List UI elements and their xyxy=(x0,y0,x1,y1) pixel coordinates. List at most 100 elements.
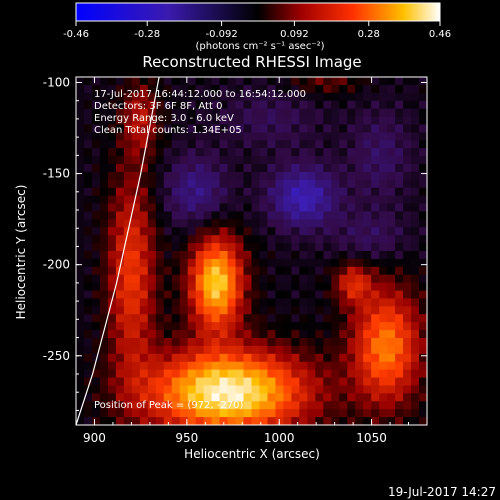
heatmap-cell xyxy=(155,306,165,315)
heatmap-cell xyxy=(259,92,268,102)
heatmap-cell xyxy=(379,179,388,189)
heatmap-cell xyxy=(99,164,109,173)
heatmap-cell xyxy=(275,211,284,220)
heatmap-cell xyxy=(403,108,412,117)
heatmap-cell xyxy=(267,258,276,268)
heatmap-cell xyxy=(251,377,260,386)
heatmap-cell xyxy=(339,148,348,157)
heatmap-cell xyxy=(131,258,141,268)
heatmap-cell xyxy=(363,251,372,260)
heatmap-cell xyxy=(235,140,244,149)
heatmap-cell xyxy=(123,266,133,276)
heatmap-cell xyxy=(83,338,93,347)
heatmap-cell xyxy=(227,322,236,331)
heatmap-cell xyxy=(155,330,165,339)
heatmap-cell xyxy=(259,195,268,204)
heatmap-cell xyxy=(195,369,205,378)
heatmap-cell xyxy=(299,108,308,117)
heatmap-cell xyxy=(251,274,260,284)
heatmap-cell xyxy=(155,108,165,117)
heatmap-cell xyxy=(123,211,133,220)
heatmap-cell xyxy=(76,274,85,284)
heatmap-cell xyxy=(235,211,244,220)
heatmap-cell xyxy=(211,393,220,402)
heatmap-cell xyxy=(347,417,356,425)
heatmap-cell xyxy=(331,290,340,299)
heatmap-cell xyxy=(179,132,189,141)
heatmap-cell xyxy=(107,156,117,165)
heatmap-cell xyxy=(283,227,292,236)
heatmap-cell xyxy=(83,401,93,410)
heatmap-cell xyxy=(403,195,412,204)
heatmap-cell xyxy=(91,116,101,125)
heatmap-cell xyxy=(139,314,149,323)
heatmap-cell xyxy=(323,227,332,236)
heatmap-cell xyxy=(76,227,85,236)
heatmap-cell xyxy=(76,203,85,212)
y-axis-ticks: -100-150-200-250 xyxy=(43,75,427,411)
heatmap-cell xyxy=(283,211,292,220)
heatmap-cell xyxy=(227,298,236,307)
heatmap-cell xyxy=(331,108,340,117)
heatmap-cell xyxy=(123,385,133,394)
heatmap-cell xyxy=(115,330,125,339)
heatmap-cell xyxy=(83,187,93,197)
heatmap-cell xyxy=(283,274,292,284)
heatmap-cell xyxy=(267,338,276,347)
heatmap-cell xyxy=(203,282,213,291)
heatmap-cell xyxy=(203,235,213,244)
heatmap-cell xyxy=(131,322,141,331)
heatmap-cell xyxy=(307,92,316,102)
heatmap-cell xyxy=(219,108,228,117)
heatmap-cell xyxy=(123,258,133,268)
heatmap-cell xyxy=(411,179,420,189)
heatmap-cell xyxy=(275,258,284,268)
heatmap-cell xyxy=(195,124,205,133)
heatmap-cell xyxy=(99,361,109,371)
heatmap-cell xyxy=(219,227,228,236)
heatmap-cell xyxy=(107,338,117,347)
heatmap-cell xyxy=(411,187,420,197)
heatmap-cell xyxy=(163,353,173,363)
heatmap-cell xyxy=(259,124,268,133)
heatmap-cell xyxy=(411,266,420,276)
heatmap-cell xyxy=(187,124,197,133)
heatmap-cell xyxy=(323,211,332,220)
heatmap-cell xyxy=(315,156,324,165)
heatmap-cell xyxy=(83,140,93,149)
heatmap-cell xyxy=(147,124,157,133)
heatmap-cell xyxy=(107,369,117,378)
heatmap-cell xyxy=(107,361,117,371)
heatmap-cell xyxy=(195,417,205,425)
heatmap-cell xyxy=(275,385,284,394)
heatmap-cell xyxy=(99,156,109,165)
heatmap-cell xyxy=(107,298,117,307)
heatmap-cell xyxy=(99,369,109,378)
heatmap-cell xyxy=(299,187,308,197)
heatmap-cell xyxy=(339,243,348,252)
heatmap-cell xyxy=(347,164,356,173)
heatmap-cell xyxy=(115,361,125,371)
heatmap-cell xyxy=(219,417,228,425)
heatmap-cell xyxy=(355,211,364,220)
heatmap-cell xyxy=(211,377,220,386)
heatmap-cell xyxy=(395,314,404,323)
heatmap-cell xyxy=(379,164,388,173)
heatmap-cell xyxy=(291,243,300,252)
heatmap-cell xyxy=(355,314,364,323)
heatmap-cell xyxy=(411,290,420,299)
heatmap-cell xyxy=(227,243,236,252)
heatmap-cell xyxy=(155,187,165,197)
heatmap-cell xyxy=(91,322,101,331)
heatmap-cell xyxy=(419,84,427,94)
heatmap-cell xyxy=(99,243,109,252)
heatmap-cell xyxy=(331,401,340,410)
heatmap-cell xyxy=(395,140,404,149)
heatmap-cell xyxy=(163,140,173,149)
heatmap-cell xyxy=(171,298,181,307)
heatmap-cell xyxy=(259,258,268,268)
heatmap-cell xyxy=(91,306,101,315)
heatmap-cell xyxy=(91,203,101,212)
heatmap-cell xyxy=(371,369,380,378)
heatmap-cell xyxy=(307,417,316,425)
